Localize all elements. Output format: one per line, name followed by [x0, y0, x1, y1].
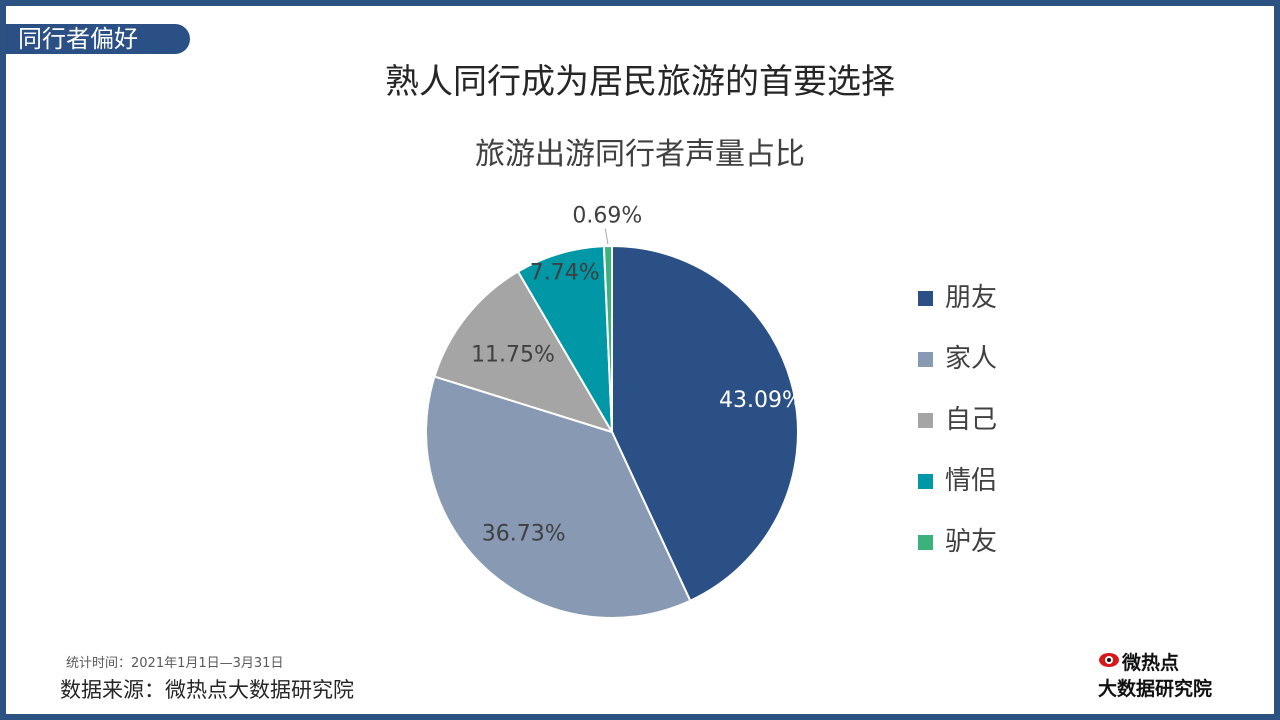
weiredian-logo: 微热点 大数据研究院	[1098, 646, 1238, 702]
data-label-1: 43.09%	[719, 388, 803, 413]
legend-label: 自己	[945, 405, 998, 435]
legend-swatch	[918, 535, 933, 550]
data-label-5: 0.69%	[572, 203, 642, 228]
legend-item: 朋友	[918, 280, 1118, 341]
data-label-3: 11.75%	[471, 342, 555, 367]
pie-slice-3	[433, 270, 615, 434]
legend-swatch	[918, 352, 933, 367]
legend-swatch	[918, 291, 933, 306]
legend-label: 驴友	[945, 527, 998, 557]
legend-item: 情侣	[918, 463, 1118, 524]
page-title: 熟人同行成为居民旅游的首要选择	[385, 62, 895, 102]
data-label-2: 36.73%	[482, 522, 566, 547]
stat-time: 统计时间：2021年1月1日—3月31日	[66, 656, 284, 671]
legend-label: 家人	[945, 344, 998, 374]
legend-label: 情侣	[945, 466, 998, 496]
legend-swatch	[918, 474, 933, 489]
legend-item: 驴友	[918, 524, 1118, 585]
chart-legend: 朋友家人自己情侣驴友	[918, 280, 1118, 585]
logo-text-line2: 大数据研究院	[1098, 678, 1213, 700]
legend-item: 自己	[918, 402, 1118, 463]
chart-title: 旅游出游同行者声量占比	[475, 137, 805, 172]
pie-slice-1	[611, 244, 799, 603]
pie-slice-2	[425, 375, 692, 619]
data-source: 数据来源：微热点大数据研究院	[60, 678, 354, 702]
section-tag: 同行者偏好	[6, 24, 190, 54]
logo-eye-icon	[1099, 653, 1119, 667]
pie-slice-5	[602, 244, 613, 433]
legend-swatch	[918, 413, 933, 428]
logo-text-line1: 微热点	[1122, 652, 1180, 674]
legend-item: 家人	[918, 341, 1118, 402]
data-label-4: 7.74%	[530, 260, 600, 285]
legend-label: 朋友	[945, 283, 998, 313]
leader-line	[604, 228, 609, 245]
